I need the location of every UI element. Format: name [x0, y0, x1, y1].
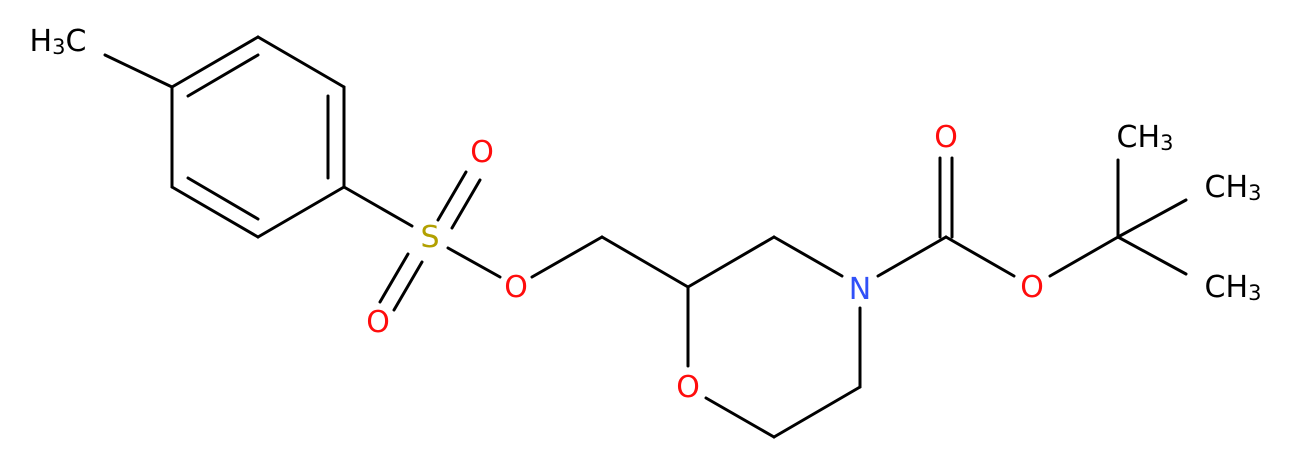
atom-label: O: [934, 120, 958, 155]
atom-label: O: [504, 270, 528, 305]
atom-label: O: [470, 135, 494, 170]
atom-label: O: [366, 305, 390, 340]
atom-label: CH3: [1117, 120, 1174, 156]
atom-label: S: [420, 220, 439, 255]
atom-label: O: [1020, 270, 1044, 305]
atom-label: CH3: [1205, 270, 1262, 306]
atom-label: N: [849, 272, 871, 307]
atom-label: CH3: [1205, 170, 1262, 206]
bonds: [103, 35, 1188, 439]
atom-label: O: [676, 370, 700, 405]
atom-label: H3C: [30, 24, 87, 60]
